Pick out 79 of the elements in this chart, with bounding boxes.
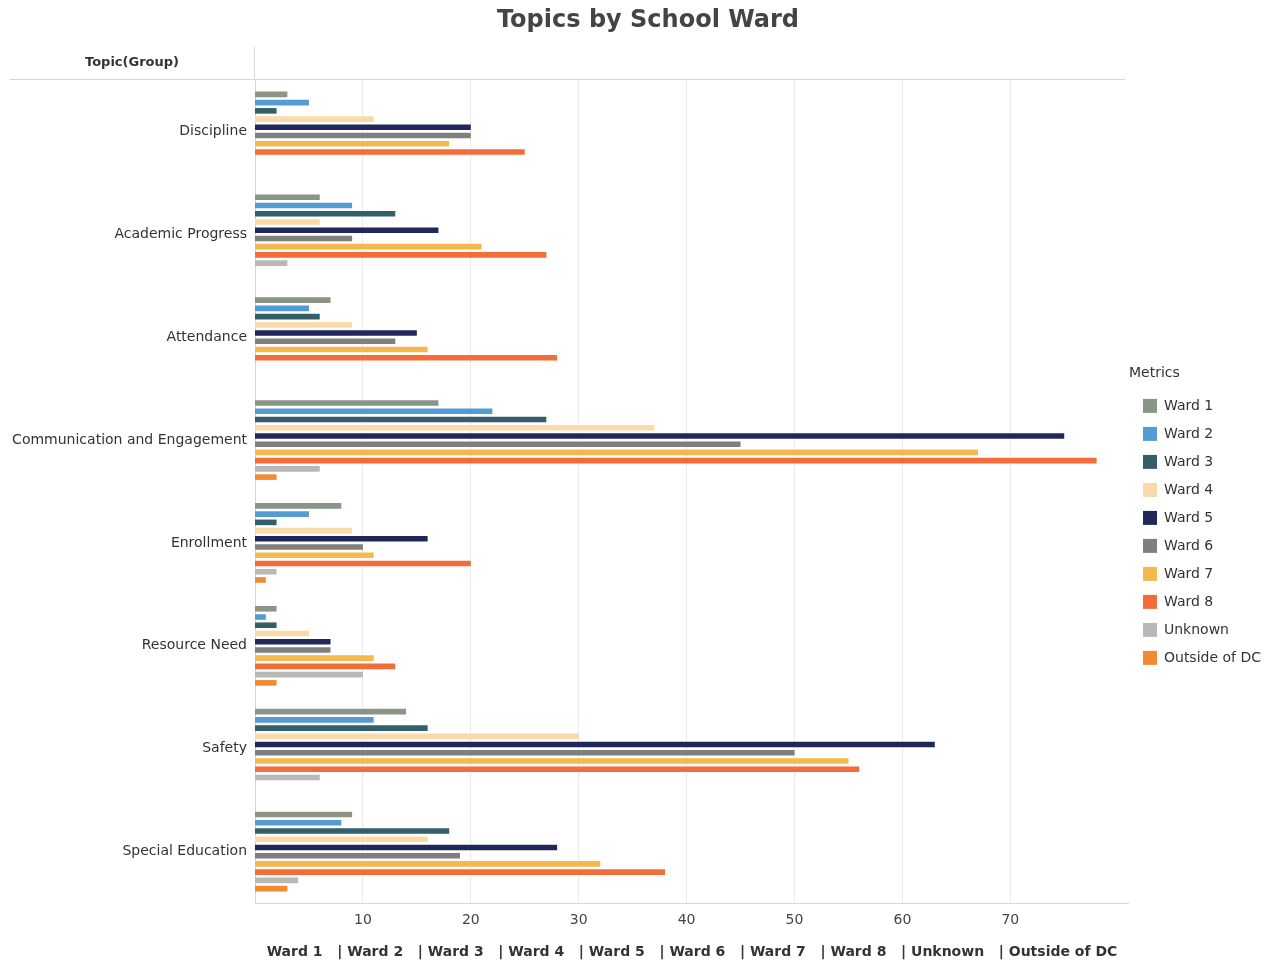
bar — [255, 243, 482, 250]
bar — [255, 544, 363, 550]
chart-title: Topics by School Ward — [495, 5, 801, 33]
bar — [255, 108, 277, 114]
bar — [255, 210, 396, 217]
bar — [255, 774, 320, 781]
y-tick-label: Safety — [202, 739, 247, 756]
legend-label: Ward 7 — [1163, 564, 1214, 581]
bar — [255, 252, 547, 258]
bar — [255, 819, 342, 826]
bar — [255, 766, 860, 773]
bar — [255, 655, 374, 661]
y-tick-label: Attendance — [166, 327, 247, 344]
bar — [255, 466, 320, 472]
bar — [255, 638, 331, 645]
bar — [255, 503, 342, 509]
bar — [255, 717, 374, 723]
x-tick-label: 40 — [677, 911, 696, 928]
x-axis-title: Ward 1 | Ward 2 | Ward 3 | Ward 4 | Ward 5 | Ward 6 | Ward 7 | Ward 8 | Unknown | Outside of DC — [266, 943, 1118, 961]
bar — [255, 568, 277, 575]
y-tick-label: Enrollment — [170, 533, 248, 550]
legend-label: Ward 8 — [1163, 592, 1214, 609]
bar — [255, 313, 320, 320]
bar — [255, 758, 849, 764]
y-tick-label: Discipline — [179, 122, 247, 139]
bar — [255, 614, 266, 620]
bar — [255, 219, 320, 225]
y-axis-title: Topic(Group) — [84, 54, 180, 69]
bar — [255, 227, 439, 233]
y-tick-label: Communication and Engagement — [12, 430, 248, 447]
bar — [255, 680, 277, 686]
y-tick-label: Resource Need — [141, 636, 247, 653]
y-tick-label: Academic Progress — [114, 224, 247, 241]
x-tick-label: 10 — [353, 911, 372, 928]
bar — [255, 577, 266, 583]
bar — [255, 828, 450, 834]
bar — [255, 647, 331, 653]
bar — [255, 605, 277, 612]
bar — [255, 408, 493, 415]
legend-label: Ward 1 — [1163, 396, 1214, 413]
bar — [255, 836, 428, 843]
bar — [255, 149, 525, 155]
legend-label: Ward 6 — [1163, 536, 1214, 553]
bar — [255, 116, 374, 122]
bar — [255, 194, 320, 201]
legend-label: Ward 4 — [1163, 480, 1214, 497]
bar — [255, 861, 601, 867]
x-tick-label: 50 — [785, 911, 804, 928]
legend-label: Ward 5 — [1163, 508, 1214, 525]
bar — [255, 297, 331, 303]
bar — [255, 140, 450, 147]
bar — [255, 400, 439, 406]
bar — [255, 433, 1065, 439]
bar — [255, 622, 277, 629]
x-tick-label: 60 — [893, 911, 912, 928]
bar — [255, 474, 277, 480]
legend-label: Unknown — [1163, 620, 1229, 637]
bar — [255, 511, 309, 517]
bar — [255, 519, 277, 526]
y-tick-label: Special Education — [122, 842, 247, 859]
bar — [255, 441, 741, 447]
bar — [255, 354, 558, 361]
bar — [255, 552, 374, 559]
bar — [255, 260, 288, 266]
legend-label: Ward 2 — [1163, 424, 1214, 441]
x-tick-label: 30 — [569, 911, 588, 928]
bar — [255, 750, 795, 756]
bar — [255, 536, 428, 542]
x-tick-label: 70 — [1001, 911, 1020, 928]
bar — [255, 322, 353, 328]
bar — [255, 330, 417, 336]
legend-label: Ward 3 — [1163, 452, 1214, 469]
bar — [255, 346, 428, 353]
bar — [255, 725, 428, 731]
bar — [255, 424, 655, 431]
x-tick-label: 20 — [461, 911, 480, 928]
bar — [255, 869, 666, 875]
legend-title: Metrics — [1128, 363, 1180, 380]
legend-label: Outside of DC — [1163, 648, 1262, 665]
